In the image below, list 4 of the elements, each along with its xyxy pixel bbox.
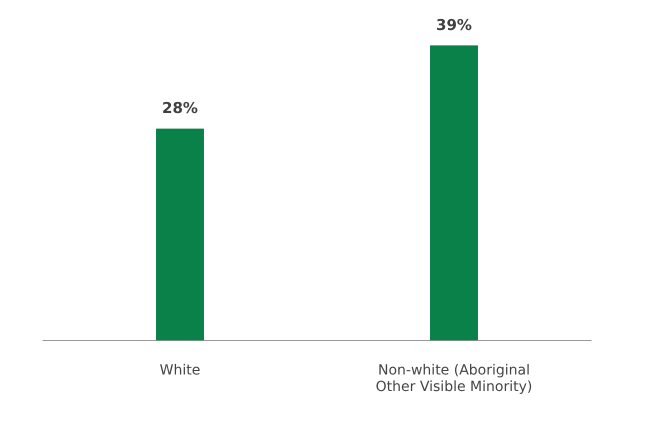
x-tick-label: White bbox=[160, 362, 200, 378]
x-tick-label: Non-white (Aboriginal Other Visible Minority) bbox=[376, 362, 532, 396]
data-label: 28% bbox=[162, 98, 198, 117]
data-label: 39% bbox=[436, 16, 472, 34]
